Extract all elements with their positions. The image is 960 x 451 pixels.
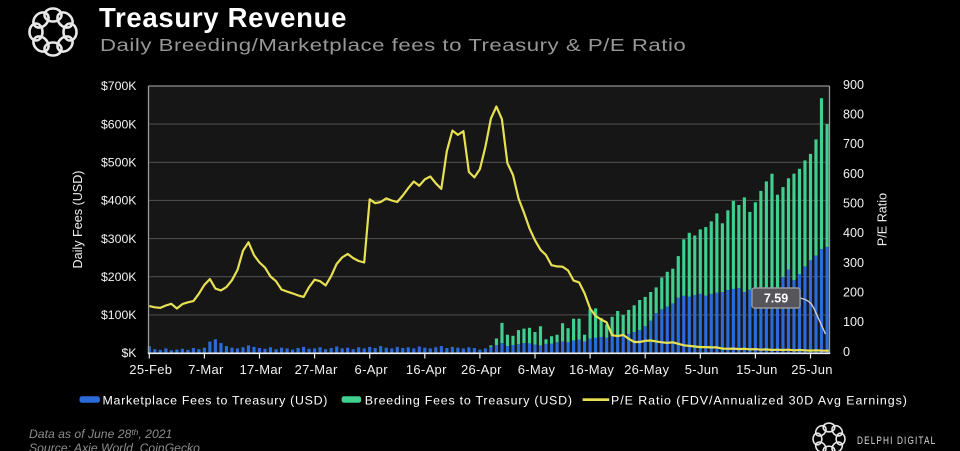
svg-text:7-Mar: 7-Mar — [188, 362, 224, 377]
svg-text:900: 900 — [843, 78, 864, 92]
svg-text:500: 500 — [843, 197, 864, 211]
svg-text:$300K: $300K — [101, 232, 137, 246]
svg-text:$600K: $600K — [101, 117, 137, 131]
svg-text:300: 300 — [843, 256, 864, 270]
svg-text:700: 700 — [843, 137, 864, 151]
svg-text:Marketplace Fees to Treasury (: Marketplace Fees to Treasury (USD) — [103, 394, 329, 408]
svg-text:17-Mar: 17-Mar — [240, 362, 283, 377]
svg-text:$500K: $500K — [101, 156, 137, 170]
svg-text:$K: $K — [121, 346, 137, 360]
svg-text:Breeding Fees to Treasury (USD: Breeding Fees to Treasury (USD) — [365, 394, 573, 408]
svg-text:25-Feb: 25-Feb — [129, 362, 172, 377]
svg-text:P/E Ratio: P/E Ratio — [876, 193, 890, 246]
svg-text:400: 400 — [843, 226, 864, 240]
svg-text:800: 800 — [843, 108, 864, 122]
svg-text:16-May: 16-May — [569, 362, 614, 377]
svg-text:P/E Ratio (FDV/Annualized 30D: P/E Ratio (FDV/Annualized 30D Avg Earnin… — [611, 394, 908, 408]
svg-text:16-Apr: 16-Apr — [406, 362, 447, 377]
svg-text:$700K: $700K — [101, 79, 137, 93]
svg-text:26-May: 26-May — [624, 362, 669, 377]
svg-text:$100K: $100K — [101, 308, 137, 322]
svg-text:600: 600 — [843, 167, 864, 181]
svg-text:6-Apr: 6-Apr — [355, 362, 389, 377]
svg-text:$200K: $200K — [101, 270, 137, 284]
svg-text:15-Jun: 15-Jun — [736, 362, 778, 377]
svg-text:$400K: $400K — [101, 194, 137, 208]
svg-text:26-Apr: 26-Apr — [461, 362, 502, 377]
svg-text:6-May: 6-May — [518, 362, 556, 377]
svg-text:Daily Fees (USD): Daily Fees (USD) — [71, 171, 85, 269]
svg-text:0: 0 — [843, 345, 850, 359]
svg-text:7.59: 7.59 — [764, 292, 788, 306]
svg-text:27-Mar: 27-Mar — [295, 362, 338, 377]
svg-text:200: 200 — [843, 286, 864, 300]
svg-text:100: 100 — [843, 315, 864, 329]
svg-text:25-Jun: 25-Jun — [791, 362, 833, 377]
svg-text:5-Jun: 5-Jun — [685, 362, 719, 377]
